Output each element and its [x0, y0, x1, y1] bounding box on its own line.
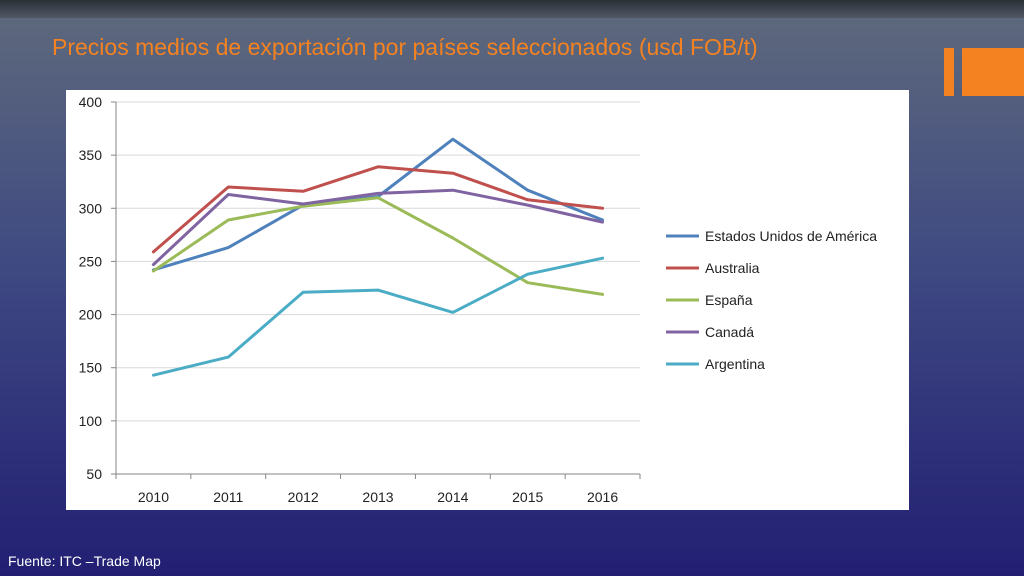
x-tick-label: 2014 — [437, 489, 468, 505]
line-chart: 50 100 150 200 250 300 350 400 2010 2011 2012 2013 2… — [79, 94, 878, 505]
y-tick-label: 350 — [79, 147, 103, 163]
y-tick-label: 300 — [79, 200, 103, 216]
accent-bar-narrow — [944, 48, 954, 96]
legend-label: Australia — [705, 260, 760, 276]
y-tick-label: 50 — [86, 466, 102, 482]
chart-panel: 50 100 150 200 250 300 350 400 2010 2011 2012 2013 2… — [66, 90, 909, 510]
y-tick-label: 400 — [79, 94, 103, 110]
y-tick-label: 100 — [79, 413, 103, 429]
source-footer: Fuente: ITC –Trade Map — [8, 553, 161, 569]
top-bar — [0, 0, 1024, 18]
series-line-estados-unidos-de-america — [151, 137, 605, 272]
series-line-canada — [151, 188, 605, 267]
y-tick-label: 200 — [79, 307, 103, 323]
series-line-australia — [151, 165, 605, 254]
legend-label: Argentina — [705, 356, 765, 372]
x-tick-label: 2011 — [213, 489, 243, 505]
x-tick-label: 2012 — [288, 489, 319, 505]
series-line-argentina — [151, 256, 605, 377]
accent-bar-wide — [962, 48, 1024, 96]
x-tick-label: 2013 — [362, 489, 393, 505]
legend-label: Canadá — [705, 324, 754, 340]
legend-label: Estados Unidos de América — [705, 228, 877, 244]
y-tick-label: 150 — [79, 360, 103, 376]
y-tick-label: 250 — [79, 253, 103, 269]
x-tick-label: 2010 — [138, 489, 169, 505]
legend-label: España — [705, 292, 753, 308]
x-tick-label: 2015 — [512, 489, 543, 505]
x-tick-label: 2016 — [587, 489, 618, 505]
slide-title: Precios medios de exportación por países… — [52, 34, 758, 60]
series-line-espana — [151, 196, 605, 296]
